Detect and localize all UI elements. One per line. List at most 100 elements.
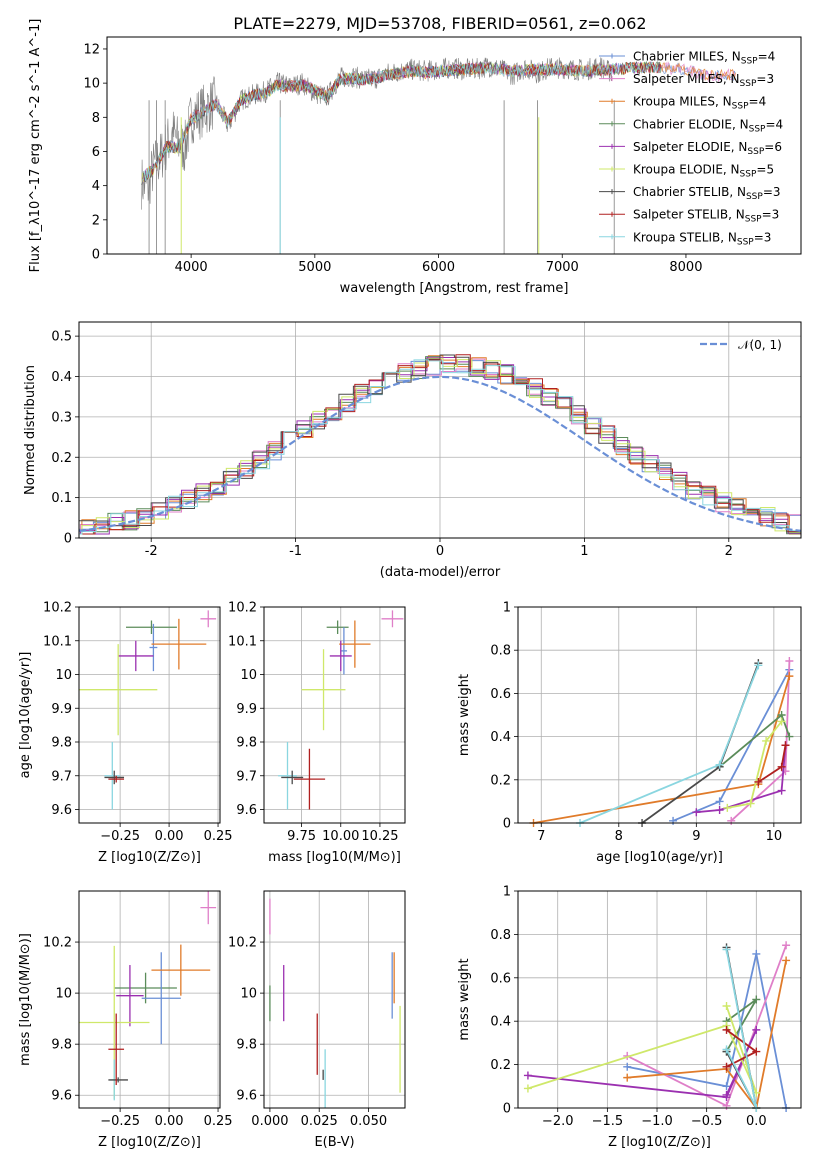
- legend-entry-subscript: SSP: [737, 237, 754, 247]
- x-axis-label: wavelength [Angstrom, rest frame]: [340, 281, 569, 296]
- legend-entry-subscript: SSP: [745, 215, 762, 225]
- axes-frame: [78, 890, 221, 1109]
- legend-entry-subscript: SSP: [740, 79, 757, 89]
- errorbar-point: [151, 618, 207, 670]
- errorbar-point: [329, 640, 352, 672]
- x-tick-label: −0.25: [100, 829, 140, 844]
- y-tick-label: 9.6: [51, 803, 72, 818]
- x-tick-label: −0.5: [691, 1114, 723, 1129]
- plus-marker: [715, 760, 724, 769]
- plus-marker: [754, 661, 763, 670]
- y-tick-label: 9.8: [51, 736, 72, 751]
- x-tick-label: 0.000: [251, 1114, 288, 1129]
- legend-entry-label: Chabrier ELODIE, N: [633, 117, 749, 131]
- y-tick-label: 9.8: [236, 736, 257, 751]
- spectrum-plot-area: [141, 57, 736, 254]
- x-axis-label: mass [log10(M/M⊙)]: [268, 850, 401, 865]
- plus-marker: [722, 1082, 731, 1091]
- y-tick-label: 1: [503, 601, 511, 616]
- panel-mass-vs-Z: −0.25 0.00 0.25 9.6 9.8 10 10.2 Z [log10(Z/Z⊙)]…: [18, 890, 233, 1150]
- panel-massweight-vs-age: 7 8 9 10 0 0.2 0.4 0.6 0.8 1 age [log10(age/yr)] ma…: [457, 601, 802, 865]
- model-spectrum-line: [141, 61, 662, 185]
- plus-marker: [752, 1047, 761, 1056]
- y-tick-label: 0.2: [490, 773, 511, 788]
- y-tick-label: 8: [92, 111, 100, 126]
- y-tick-label: 10.2: [228, 936, 257, 951]
- errorbar-point: [151, 944, 211, 996]
- y-axis-label: Flux [f_λ10^-17 erg cm^-2 s^-1 A^-1]: [28, 19, 43, 273]
- panel-age-vs-Z: −0.25 0.00 0.25 9.6 9.7 9.8 9.9 10 10.1 10.2 Z [lo…: [18, 601, 233, 866]
- errorbar-point: [381, 610, 404, 628]
- y-tick-label: 0.2: [51, 451, 72, 466]
- legend-entry-label: Kroupa STELIB, N: [633, 230, 737, 244]
- errorbar-point: [339, 620, 371, 668]
- plus-marker: [752, 949, 761, 958]
- plus-marker: [715, 806, 724, 815]
- x-tick-label: 10.25: [361, 829, 398, 844]
- plus-marker: [722, 945, 731, 954]
- legend-entry-label: 𝒩(0, 1): [738, 338, 782, 352]
- y-tick-label: 0: [503, 817, 511, 832]
- x-tick-label: 0.050: [350, 1114, 387, 1129]
- plus-marker: [669, 816, 678, 825]
- errorbar-point: [340, 627, 348, 675]
- x-axis-label: Z [log10(Z/Z⊙)]: [608, 1135, 711, 1150]
- plus-marker: [752, 995, 761, 1004]
- x-axis-label: Z [log10(Z/Z⊙)]: [98, 1135, 201, 1150]
- residual-histogram: [79, 354, 801, 535]
- plus-marker: [722, 1045, 731, 1054]
- x-axis-label: (data-model)/error: [380, 565, 501, 580]
- plus-marker: [623, 1062, 632, 1071]
- plus-marker: [781, 741, 790, 750]
- axes-frame: [517, 606, 802, 824]
- y-tick-label: 10.2: [43, 936, 72, 951]
- legend-entry-subscript: SSP: [732, 102, 749, 112]
- legend-entry: Salpeter MILES, NSSP=3: [633, 72, 774, 89]
- x-tick-label: 10.00: [322, 829, 359, 844]
- y-tick-label: 0.5: [51, 330, 72, 345]
- axes-frame: [517, 890, 802, 1109]
- x-tick-label: 4000: [175, 260, 208, 275]
- legend-entry-subscript: SSP: [746, 192, 763, 202]
- x-tick-label: 1: [580, 544, 588, 559]
- y-axis-label: mass [log10(M/M⊙)]: [18, 933, 33, 1066]
- axes-frame: [106, 36, 802, 255]
- legend-entry-suffix: =4: [758, 50, 776, 64]
- y-tick-label: 9.8: [236, 1038, 257, 1053]
- legend-entry: Chabrier STELIB, NSSP=3: [633, 185, 781, 202]
- y-tick-label: 0.1: [51, 491, 72, 506]
- mass-weight-line: [696, 745, 787, 814]
- errorbar-point: [108, 1077, 128, 1083]
- y-tick-label: 9.7: [236, 769, 257, 784]
- legend-entry: Kroupa MILES, NSSP=4: [633, 95, 766, 112]
- plus-marker: [722, 1090, 731, 1099]
- axes-frame: [78, 606, 221, 824]
- x-tick-label: 7: [537, 829, 545, 844]
- scatter-plot-area: [79, 610, 217, 810]
- y-tick-label: 9.6: [236, 1089, 257, 1104]
- plus-marker: [722, 1062, 731, 1071]
- y-tick-label: 0: [92, 248, 100, 263]
- plus-marker: [777, 717, 786, 726]
- y-tick-label: 0.4: [490, 1015, 511, 1030]
- y-tick-label: 10.2: [228, 601, 257, 616]
- y-tick-label: 12: [83, 42, 100, 57]
- plus-marker: [746, 799, 755, 808]
- legend-entry-subscript: SSP: [747, 147, 764, 157]
- legend-entry-suffix: =4: [749, 95, 767, 109]
- model-spectrum-line: [141, 61, 662, 185]
- plus-marker: [692, 808, 701, 817]
- plus-marker: [523, 1071, 532, 1080]
- y-tick-label: 10: [240, 987, 257, 1002]
- y-tick-label: 1: [503, 885, 511, 900]
- y-tick-label: 0.6: [490, 687, 511, 702]
- legend-entry: Chabrier MILES, NSSP=4: [633, 50, 775, 67]
- y-tick-label: 0: [503, 1102, 511, 1117]
- legend-entry-suffix: =3: [756, 72, 774, 86]
- x-tick-label: 2: [725, 544, 733, 559]
- legend-entry-suffix: =3: [754, 230, 772, 244]
- errorbar-point: [200, 891, 217, 925]
- axes-frame: [263, 606, 406, 824]
- y-tick-label: 10: [55, 668, 72, 683]
- legend-entry-subscript: SSP: [741, 57, 758, 67]
